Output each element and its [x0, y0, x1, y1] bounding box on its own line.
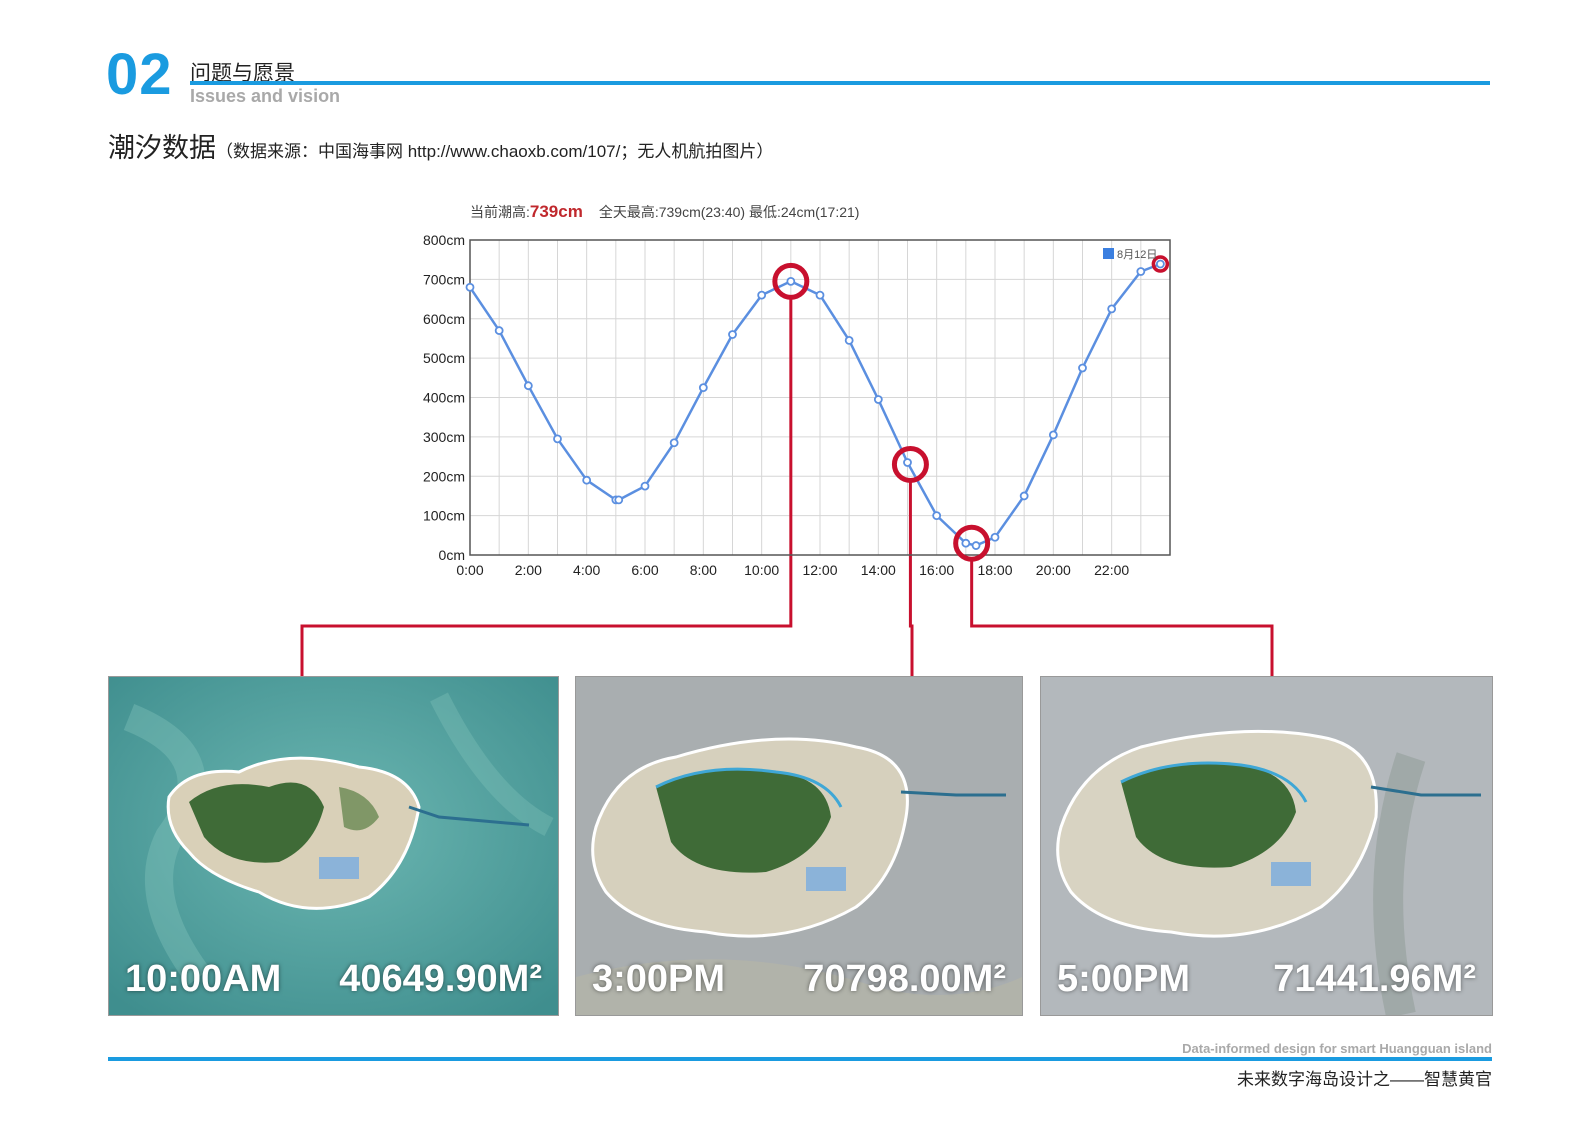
connector-line — [970, 559, 1274, 676]
data-point — [523, 381, 533, 391]
photo-time: 3:00PM — [592, 958, 726, 1000]
x-tick-label: 12:00 — [802, 562, 837, 578]
photo-area: 40649.90M² — [339, 958, 542, 1000]
y-tick-label: 300cm — [423, 429, 465, 445]
island-aerial-image — [576, 677, 1022, 1015]
y-tick-label: 0cm — [439, 547, 465, 563]
section-title-cn: 问题与愿景 — [190, 62, 295, 85]
data-point — [553, 434, 562, 444]
data-point — [757, 290, 767, 300]
subtitle-source: （数据来源：中国海事网 http://www.chaoxb.com/107/；无… — [216, 142, 774, 161]
x-tick-label: 22:00 — [1094, 562, 1129, 578]
data-point — [873, 395, 883, 404]
chart-connectors — [300, 297, 1274, 676]
photo-area: 71441.96M² — [1273, 958, 1476, 1000]
x-tick-label: 6:00 — [631, 562, 658, 578]
data-point — [1078, 363, 1087, 373]
legend-swatch — [1103, 248, 1114, 259]
data-point — [961, 538, 971, 548]
footer-title-en: Data-informed design for smart Huangguan… — [1182, 1041, 1492, 1056]
data-point — [698, 383, 708, 393]
photo-time: 5:00PM — [1057, 958, 1191, 1000]
data-point — [815, 290, 825, 300]
y-tick-label: 700cm — [423, 271, 465, 287]
photo-area: 70798.00M² — [803, 958, 1006, 1000]
y-tick-label: 800cm — [423, 232, 465, 248]
footer-title-cn: 未来数字海岛设计之——智慧黄官 — [1237, 1070, 1492, 1089]
highlight-circles — [772, 255, 1170, 562]
data-point — [932, 511, 942, 521]
connector-line — [908, 480, 914, 676]
plot-frame — [469, 239, 1171, 556]
data-point — [465, 282, 475, 292]
y-tick-label: 500cm — [423, 350, 465, 366]
y-tick-label: 400cm — [423, 390, 465, 406]
chart-header: 当前潮高:739cm 全天最高:739cm(23:40) 最低:24cm(17:2… — [470, 202, 859, 222]
photo-time: 10:00AM — [125, 958, 282, 1000]
photo-caption: 5:00PM 71441.96M² — [1057, 958, 1476, 1001]
data-point — [844, 336, 854, 345]
x-tick-label: 20:00 — [1036, 562, 1071, 578]
x-tick-label: 16:00 — [919, 562, 954, 578]
tide-chart: 0cm 100cm 200cm 300cm 400cm 500cm 600cm 700cm 80… — [300, 232, 1274, 676]
y-tick-label: 200cm — [423, 468, 465, 484]
photo-caption: 3:00PM 70798.00M² — [592, 958, 1006, 1001]
x-tick-label: 18:00 — [977, 562, 1012, 578]
subtitle-main: 潮汐数据 — [108, 133, 216, 163]
x-tick-label: 2:00 — [515, 562, 542, 578]
section-title-en: Issues and vision — [190, 86, 341, 106]
highlight-circle — [953, 524, 991, 562]
data-point — [1136, 267, 1146, 276]
x-tick-label: 4:00 — [573, 562, 600, 578]
data-point — [582, 475, 592, 485]
legend-label: 8月12日 — [1117, 249, 1157, 261]
data-point — [1107, 304, 1117, 314]
page-subtitle: 潮汐数据（数据来源：中国海事网 http://www.chaoxb.com/10… — [108, 126, 773, 165]
chart-grid — [470, 239, 1170, 556]
series-line — [468, 262, 1161, 547]
data-point — [669, 438, 679, 448]
data-point — [640, 481, 650, 491]
island-aerial-image — [1041, 677, 1492, 1015]
current-tide-value: 739cm — [529, 202, 583, 221]
data-point — [614, 495, 624, 505]
tide-summary: 全天最高:739cm(23:40) 最低:24cm(17:21) — [598, 204, 860, 220]
x-tick-label: 10:00 — [744, 562, 779, 578]
data-point — [1155, 259, 1165, 269]
data-point — [903, 458, 912, 467]
y-axis-ticks: 0cm 100cm 200cm 300cm 400cm 500cm 600cm 700cm 80… — [423, 232, 465, 563]
highlight-circle — [772, 262, 810, 300]
aerial-photo-1000am: 10:00AM 40649.90M² — [108, 676, 559, 1016]
aerial-photo-500pm: 5:00PM 71441.96M² — [1040, 676, 1493, 1016]
y-tick-label: 600cm — [423, 311, 465, 327]
header-divider — [190, 81, 1490, 85]
island-aerial-image — [109, 677, 558, 1015]
current-tide-label: 当前潮高: — [470, 204, 530, 220]
data-point — [1019, 491, 1029, 501]
section-number: 02 — [106, 42, 173, 107]
data-point — [1048, 430, 1058, 440]
data-point — [786, 276, 796, 286]
data-point — [990, 532, 1000, 542]
data-point — [971, 541, 981, 550]
connector-line — [300, 297, 793, 676]
y-tick-label: 100cm — [423, 508, 465, 524]
x-tick-label: 8:00 — [690, 562, 717, 578]
x-tick-label: 0:00 — [456, 562, 483, 578]
x-axis-ticks: 0:00 2:00 4:00 6:00 8:00 10:00 12:00 14:00 16:00… — [456, 562, 1129, 578]
photo-caption: 10:00AM 40649.90M² — [125, 958, 542, 1001]
data-point — [494, 326, 504, 335]
highlight-circle — [1151, 255, 1170, 273]
footer-divider — [108, 1057, 1492, 1061]
highlight-circle — [891, 445, 929, 483]
legend: 8月12日 — [1103, 248, 1157, 261]
x-tick-label: 14:00 — [861, 562, 896, 578]
aerial-photo-300pm: 3:00PM 70798.00M² — [575, 676, 1023, 1016]
data-point — [728, 330, 737, 339]
series-points — [465, 259, 1165, 550]
